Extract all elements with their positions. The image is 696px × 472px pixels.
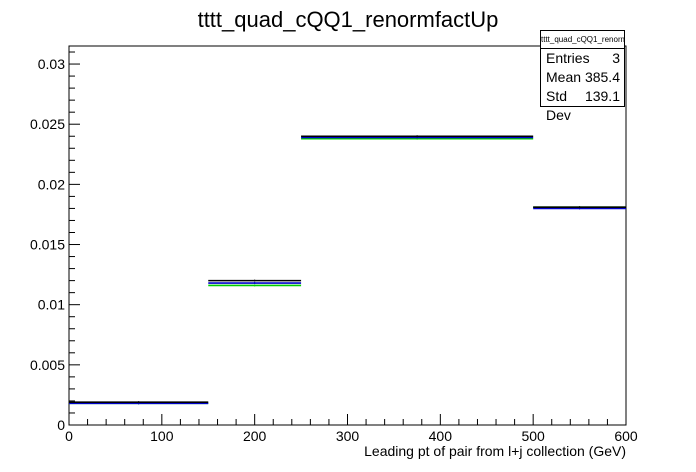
x-tick-label: 600 bbox=[614, 428, 638, 444]
mean-value: 385.4 bbox=[584, 69, 620, 85]
x-tick-label: 200 bbox=[243, 428, 267, 444]
y-tick-label: 0.025 bbox=[30, 116, 65, 132]
y-tick-label: 0.02 bbox=[38, 176, 65, 192]
chart-title: tttt_quad_cQQ1_renormfactUp bbox=[198, 7, 499, 32]
y-tick-label: 0.015 bbox=[30, 237, 65, 253]
stats-stddev-row: Std Dev 139.1 bbox=[541, 87, 624, 125]
x-tick-label: 100 bbox=[150, 428, 174, 444]
stats-box: tttt_quad_cQQ1_renormfactUp Entries 3 Me… bbox=[540, 30, 625, 123]
stddev-value: 139.1 bbox=[584, 88, 620, 104]
stats-title: tttt_quad_cQQ1_renormfactUp bbox=[541, 31, 624, 49]
mean-label: Mean bbox=[546, 69, 582, 85]
stats-entries-row: Entries 3 bbox=[541, 49, 624, 68]
x-axis-label: Leading pt of pair from l+j collection (… bbox=[364, 443, 626, 459]
y-tick-label: 0 bbox=[57, 417, 65, 433]
x-tick-label: 0 bbox=[65, 428, 73, 444]
entries-label: Entries bbox=[546, 50, 590, 66]
x-tick-label: 500 bbox=[521, 428, 545, 444]
x-tick-label: 400 bbox=[429, 428, 453, 444]
stats-mean-row: Mean 385.4 bbox=[541, 68, 624, 87]
y-tick-label: 0.01 bbox=[38, 297, 65, 313]
axis-ticks: 0 100 200 300 400 500 600 0 0.005 0.01 0.015 0.02 0.… bbox=[30, 51, 638, 444]
x-tick-label: 300 bbox=[336, 428, 360, 444]
histogram-bars bbox=[69, 135, 626, 405]
entries-value: 3 bbox=[612, 50, 620, 66]
y-tick-label: 0.03 bbox=[38, 56, 65, 72]
stddev-label: Std Dev bbox=[546, 88, 571, 123]
y-tick-label: 0.005 bbox=[30, 357, 65, 373]
